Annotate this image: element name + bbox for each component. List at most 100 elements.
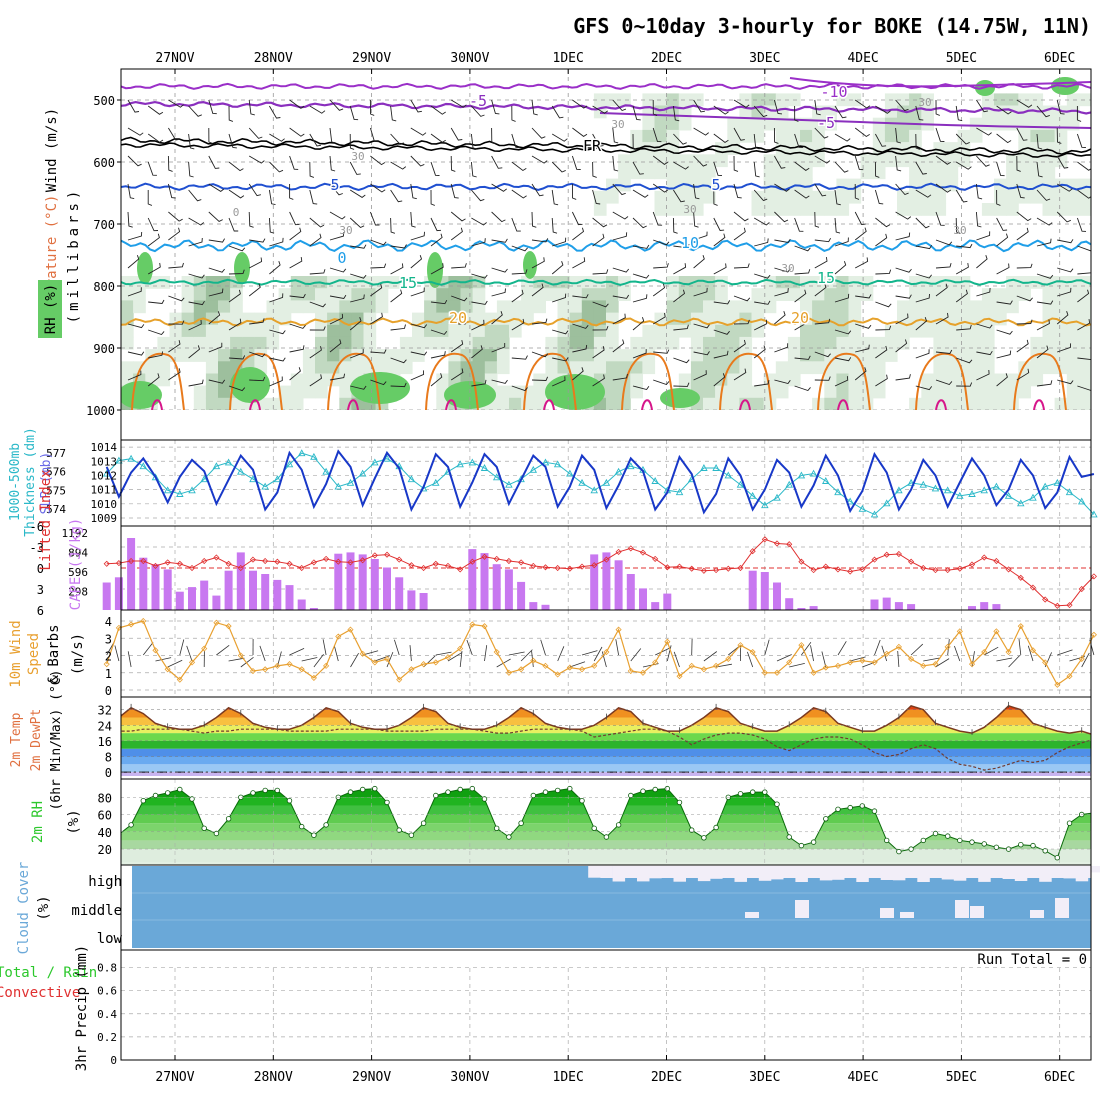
lifted-index-point [639,549,647,556]
cape-bar [882,597,891,610]
wind-barb [976,155,990,167]
wind-barb [814,283,827,297]
wind-barb [713,263,727,275]
thickness-point [614,467,623,475]
rh-point [932,830,939,837]
temperature-contour [523,352,577,410]
cape-tick-label: 894 [68,547,88,560]
lifted-index-point [274,558,281,565]
wind-barb [632,105,641,121]
wind-speed-point [201,645,208,652]
wind-barb [834,237,849,247]
wind-barb [1077,272,1091,275]
wind-barb [248,211,254,228]
lifted-index-point [554,564,561,572]
wind-barb-10m [186,645,193,662]
wind-barb-10m [655,647,670,656]
rh-point [920,837,926,844]
rh2m-tick-label: 60 [98,809,112,823]
wind-speed-point [1017,623,1024,630]
wind-barb [127,127,144,136]
thickness-point [675,488,684,496]
wind-barb [289,184,294,200]
lifted-index-point [128,557,135,565]
wind-barb [935,312,949,325]
wind-barb [511,355,528,360]
wind-barb [350,244,367,249]
cloud-gap-middle [970,906,984,918]
cape-bar [358,554,367,610]
wind-barb [855,323,872,329]
wind-barb [249,318,265,325]
wind-barb [935,127,945,142]
wind-barb [1036,133,1043,150]
wind-barb [996,373,1008,387]
wind-barb [370,312,383,325]
wind-speed-point [639,669,647,676]
temperature-contour-label: -5 [469,92,487,110]
wind-barb [228,189,245,199]
wind-barb [370,263,387,269]
wind-barb [915,317,928,331]
wind-barb [350,273,367,279]
cape-li-label: Lifted Index [38,469,54,570]
wind-barb-10m [569,661,586,668]
wind-barb [976,99,988,113]
wind-tick-label: 0 [105,684,112,698]
wind-barb [774,288,789,297]
rh-point [871,808,878,814]
rh-band [121,797,1091,806]
wind-barb [1056,211,1071,223]
cape-bar [200,580,209,610]
bottom-date-label: 3DEC [749,1070,780,1085]
wind-barb [571,155,581,170]
wind-barb [652,127,662,143]
thickness-point [846,497,854,505]
wind-speed-point [237,652,244,659]
wind-barb [673,244,690,249]
wind-barb [147,233,160,247]
slp-line [105,449,1095,515]
wind-barb [895,232,911,241]
lifted-index-point [518,559,525,566]
temp2m-content [121,701,1091,776]
rh-point [737,791,744,797]
cape-bar [370,559,379,610]
wind-barb [390,263,404,275]
cape-bar [651,602,660,610]
wind-barb [592,374,605,387]
rh-point [713,824,719,831]
wind-speed-point [627,667,634,675]
wind-side-label: (m/s) [70,633,86,675]
wind-barb [1036,189,1051,201]
wind-speed-point [262,666,269,673]
lifted-index-point [822,563,829,570]
lifted-index-point [469,558,476,565]
wind-barb [996,133,1012,144]
cape-bar [504,569,513,610]
bottom-date-label: 4DEC [847,1070,878,1085]
wind-barb [814,127,829,139]
wind-barb [955,133,970,145]
wind-barb [1016,227,1029,241]
wind-barb [269,105,281,119]
wind-barb [1036,238,1052,247]
wind-barb [834,217,841,234]
wind-barb [450,155,456,172]
temperature-contour-label: 5 [330,176,339,194]
wind-speed-point [834,662,842,669]
wind-barb [834,105,847,119]
thickness-point [383,454,391,462]
wind-barb [1016,339,1029,353]
thickness-point [480,464,489,471]
wind-barb [693,370,707,381]
wind-barb [693,287,708,297]
wind-barb-10m [581,650,598,656]
cape-bar [383,567,391,610]
thickness-point [261,482,269,490]
wind-barb [390,217,396,234]
wind-speed-point [1042,659,1049,666]
thickness-point [334,482,343,490]
cape-bar [151,564,160,610]
rh-point [347,789,354,795]
